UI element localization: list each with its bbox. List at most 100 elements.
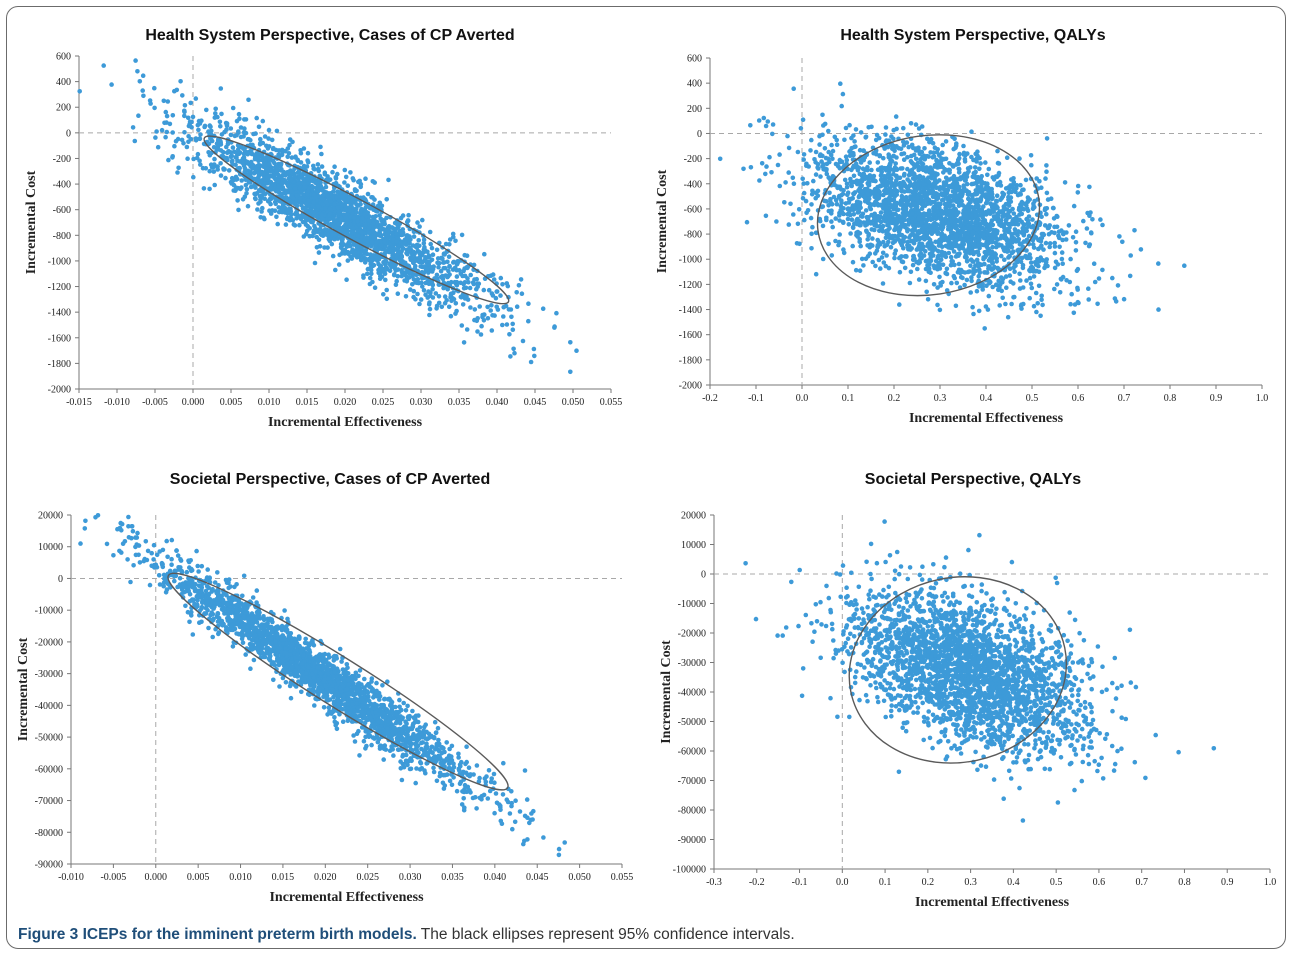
scatter-point: [285, 154, 291, 160]
scatter-point: [369, 239, 375, 245]
scatter-point: [800, 176, 805, 182]
scatter-point: [421, 237, 427, 242]
scatter-point: [837, 166, 843, 171]
y-tick-label: 200: [56, 103, 71, 114]
x-tick-label: -0.005: [142, 397, 168, 408]
scatter-point: [1098, 217, 1103, 222]
y-tick-label: -800: [53, 231, 71, 242]
scatter-point: [922, 212, 927, 217]
scatter-point: [407, 246, 412, 251]
scatter-point: [351, 215, 357, 220]
scatter-point: [426, 254, 431, 260]
scatter-point: [208, 124, 213, 129]
scatter-point: [1088, 210, 1093, 215]
scatter-point: [931, 221, 937, 227]
x-tick-label: 0.2: [888, 393, 901, 404]
scatter-point: [466, 280, 471, 285]
scatter-point: [909, 246, 914, 251]
scatter-point: [937, 178, 942, 183]
scatter-point: [950, 234, 955, 240]
scatter-point: [172, 143, 177, 149]
scatter-point: [319, 212, 325, 217]
y-tick-label: 600: [687, 54, 702, 65]
scatter-point: [359, 253, 364, 258]
scatter-point: [924, 289, 929, 295]
scatter-point: [327, 206, 333, 212]
scatter-point: [940, 142, 945, 148]
scatter-point: [786, 170, 791, 175]
scatter-point: [101, 63, 106, 68]
scatter-point: [474, 276, 480, 282]
scatter-point: [808, 148, 813, 153]
scatter-point: [927, 184, 932, 189]
scatter-point: [133, 58, 138, 63]
scatter-point: [212, 182, 217, 188]
y-tick-label: -2000: [48, 385, 71, 396]
scatter-point: [213, 111, 218, 116]
scatter-point: [889, 203, 894, 208]
scatter-point: [1019, 255, 1025, 261]
scatter-point: [1037, 178, 1042, 184]
scatter-point: [1021, 301, 1026, 307]
scatter-point: [467, 285, 473, 291]
scatter-point: [838, 203, 844, 209]
scatter-point: [261, 171, 267, 177]
scatter-point: [428, 293, 433, 299]
scatter-point: [404, 250, 409, 256]
scatter-point: [1043, 260, 1049, 265]
scatter-point: [170, 154, 175, 159]
scatter-point: [204, 107, 209, 113]
scatter-point: [843, 201, 849, 206]
scatter-point: [170, 113, 176, 118]
scatter-point: [260, 118, 266, 124]
scatter-point: [1012, 269, 1017, 275]
scatter-point: [340, 248, 346, 254]
scatter-point: [1009, 177, 1014, 182]
scatter-point: [913, 219, 918, 224]
scatter-point: [254, 191, 260, 196]
scatter-point: [922, 146, 927, 151]
scatter-point: [1024, 202, 1029, 208]
scatter-point: [845, 216, 851, 222]
scatter-point: [811, 178, 816, 184]
scatter-point: [447, 237, 453, 242]
scatter-point: [861, 263, 866, 268]
scatter-point: [383, 248, 388, 253]
scatter-point: [256, 162, 262, 168]
scatter-point: [992, 202, 997, 207]
scatter-point: [1029, 285, 1035, 291]
scatter-point: [141, 93, 146, 99]
scatter-point: [813, 149, 819, 155]
scatter-point: [931, 212, 936, 217]
scatter-point: [275, 221, 281, 227]
scatter-point: [809, 202, 814, 207]
scatter-point: [434, 247, 440, 253]
scatter-point: [374, 255, 380, 260]
scatter-point: [802, 217, 807, 223]
scatter-point: [446, 254, 452, 259]
scatter-point: [931, 282, 937, 287]
scatter-point: [849, 206, 854, 211]
scatter-point: [288, 206, 293, 212]
scatter-point: [862, 174, 868, 180]
scatter-point: [218, 161, 223, 166]
scatter-point: [245, 136, 251, 142]
scatter-point: [966, 169, 971, 174]
scatter-point: [947, 170, 952, 175]
scatter-point: [840, 219, 846, 225]
scatter-point: [968, 290, 973, 295]
scatter-point: [303, 217, 309, 223]
scatter-point: [378, 225, 383, 230]
x-tick-label: 0.8: [1164, 393, 1177, 404]
scatter-point: [938, 239, 944, 245]
scatter-point: [370, 227, 376, 233]
scatter-point: [1075, 190, 1081, 195]
scatter-point: [979, 181, 984, 187]
scatter-point: [834, 201, 840, 207]
scatter-point: [980, 191, 985, 196]
scatter-point: [1005, 185, 1011, 190]
y-tick-label: 0: [697, 129, 702, 140]
scatter-point: [249, 184, 254, 189]
y-tick-label: -800: [684, 230, 702, 241]
scatter-point: [764, 164, 769, 169]
